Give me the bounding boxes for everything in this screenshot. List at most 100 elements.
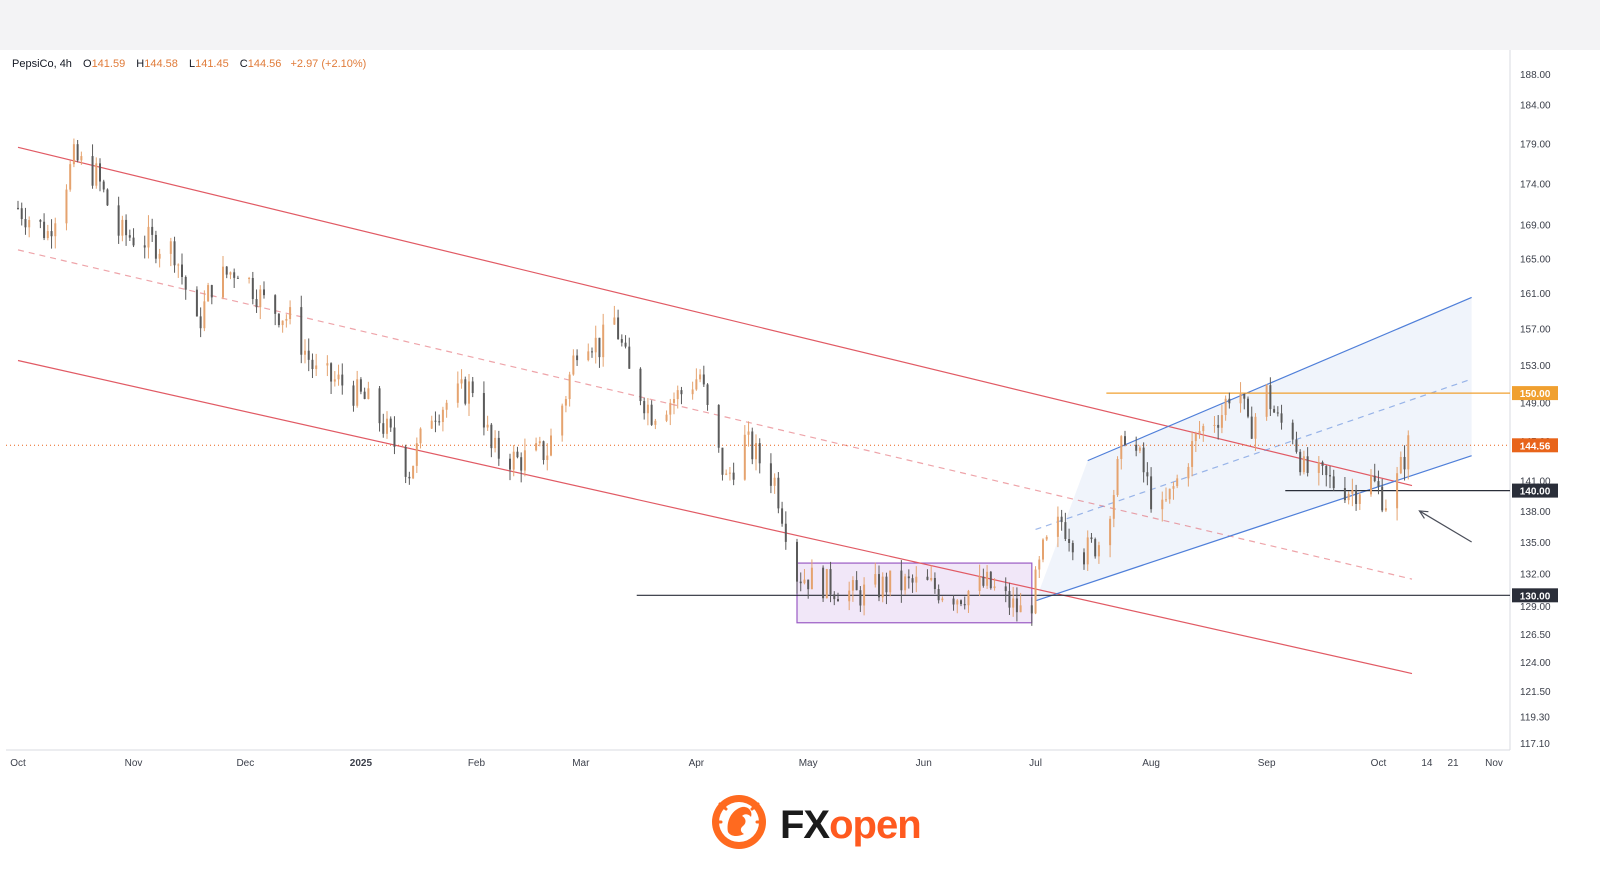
candle-body <box>337 374 340 380</box>
y-tick-label: 129.00 <box>1520 602 1551 613</box>
candle-body <box>781 508 784 524</box>
change-value: +2.97 (+2.10%) <box>290 58 367 70</box>
candle-body <box>438 421 441 423</box>
candle-body <box>315 365 318 370</box>
price-chart[interactable]: 188.00 184.00 179.00 174.00 169.00 165.00 161.… <box>0 0 1600 795</box>
current-price-label: 144.56 <box>1520 441 1551 452</box>
level-label: 140.00 <box>1520 487 1551 498</box>
blue-channel-lower-line[interactable] <box>1035 455 1472 602</box>
x-tick-label: Feb <box>468 758 486 769</box>
candle-body <box>1056 516 1059 537</box>
candle-body <box>445 402 448 410</box>
candle-body <box>699 374 702 380</box>
open-label: O <box>83 58 92 70</box>
candle-body <box>441 409 444 423</box>
symbol-header: PepsiCo, 4h O141.59 H144.58 L141.45 C144… <box>12 58 366 70</box>
blue-channel-upper-line[interactable] <box>1087 296 1472 462</box>
candle-body <box>1407 435 1410 470</box>
candle-body <box>822 567 825 599</box>
candle-body <box>907 576 910 579</box>
candle-body <box>333 379 336 382</box>
candle-body <box>624 342 627 347</box>
candle-body <box>203 301 206 329</box>
x-tick-label: Oct <box>10 758 26 769</box>
red-channel-upper-line[interactable] <box>17 146 1413 487</box>
candle-body <box>643 401 646 414</box>
candle-body <box>1295 439 1298 452</box>
low-value: 141.45 <box>195 58 229 70</box>
y-tick-label: 184.00 <box>1520 100 1551 111</box>
candle-body <box>154 234 157 259</box>
candle-body <box>1269 385 1272 410</box>
candle-body <box>1138 447 1141 451</box>
candle-body <box>102 181 105 190</box>
candle-body <box>281 320 284 326</box>
arrow-annotation-line[interactable] <box>1419 510 1472 543</box>
candle-body <box>378 388 381 424</box>
candle-body <box>285 318 288 321</box>
candle-body <box>490 424 493 449</box>
consolidation-box[interactable] <box>796 562 1033 624</box>
x-tick-label: Dec <box>236 758 254 769</box>
candle-body <box>263 289 265 296</box>
candle-body <box>1109 518 1112 546</box>
y-tick-label: 138.00 <box>1520 507 1551 518</box>
candle-body <box>1217 424 1220 428</box>
candle-body <box>851 580 854 591</box>
candle-body <box>106 189 109 206</box>
candle-body <box>494 437 497 449</box>
candle-body <box>878 574 880 598</box>
candle-body <box>1202 426 1205 432</box>
symbol-title: PepsiCo, 4h <box>12 58 72 70</box>
brand-wordmark: FXopen <box>780 803 922 848</box>
candle-body <box>259 289 262 308</box>
candle-body <box>963 604 966 606</box>
candle-body <box>1086 537 1089 565</box>
candle-body <box>177 264 180 266</box>
candle-body <box>702 374 705 385</box>
candle-body <box>20 208 23 220</box>
candle-body <box>50 231 53 237</box>
candle-body <box>412 465 415 479</box>
candle-body <box>1168 488 1171 500</box>
candle-body <box>937 589 940 601</box>
candle-body <box>691 389 694 395</box>
candle-body <box>210 285 213 298</box>
level-label: 150.00 <box>1520 389 1551 400</box>
candle-body <box>874 574 877 585</box>
level-badge-150.00 <box>1512 386 1558 401</box>
candle-body <box>199 316 202 329</box>
candle-body <box>1172 486 1175 489</box>
candle-body <box>1150 476 1153 510</box>
candle-body <box>538 441 541 444</box>
y-tick-label: 179.00 <box>1520 139 1551 150</box>
candle-body <box>594 337 597 353</box>
candle-body <box>576 355 579 361</box>
red-channel-lower-line[interactable] <box>17 359 1413 675</box>
candle-body <box>1124 436 1126 445</box>
candle-body <box>1403 456 1406 470</box>
x-tick-label: Nov <box>1485 758 1503 769</box>
candle-body <box>743 434 746 480</box>
candle-body <box>516 451 519 458</box>
candle-body <box>456 383 459 403</box>
candle-body <box>125 219 128 236</box>
candle-body <box>1146 472 1149 477</box>
red-channel-median-line[interactable] <box>17 249 1413 580</box>
candle-body <box>277 313 280 326</box>
candle-body <box>76 144 79 161</box>
candle-body <box>24 219 27 228</box>
candle-body <box>1213 424 1216 427</box>
candle-body <box>926 576 929 580</box>
candle-body <box>799 581 802 584</box>
candle-body <box>1351 490 1354 494</box>
y-tick-label: 169.00 <box>1520 221 1551 232</box>
candle-body <box>363 391 366 399</box>
y-tick-label: 174.00 <box>1520 179 1551 190</box>
candle-body <box>80 156 83 161</box>
blue-channel-fill <box>1035 297 1472 601</box>
x-tick-label: Jun <box>916 758 932 769</box>
candle-body <box>184 277 187 290</box>
candle-body <box>807 579 810 590</box>
candle-body <box>415 443 418 466</box>
